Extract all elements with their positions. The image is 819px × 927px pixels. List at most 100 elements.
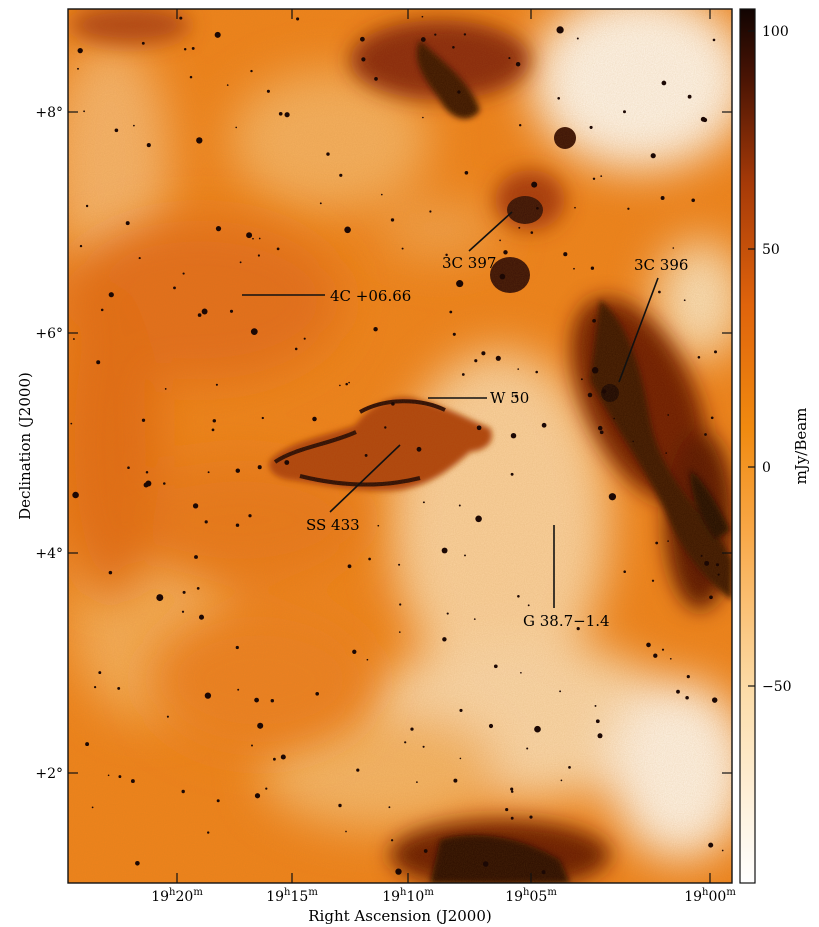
point-source [541,870,546,875]
point-source [96,360,101,365]
point-source [573,267,575,270]
point-source [613,417,616,420]
point-source [452,46,455,49]
point-source [364,453,368,457]
point-source [661,80,667,86]
point-source [708,842,714,848]
point-source [303,337,306,340]
point-source [449,310,453,314]
point-source [508,57,511,60]
point-source [434,33,437,36]
annotation-4c-06-66: 4C +06.66 [242,287,411,305]
point-source [534,725,541,733]
point-source [655,541,659,545]
point-source [515,61,521,67]
point-source [416,446,422,452]
point-source [384,426,387,429]
point-source [589,125,593,129]
point-source [587,392,593,398]
point-source [72,491,79,499]
point-source [166,715,169,718]
point-source [368,557,371,561]
colorbar: 100 50 0 −50 mJy/Beam [739,8,810,884]
point-source [404,741,407,744]
point-source [576,627,580,631]
point-source [423,849,428,853]
point-source [590,266,595,270]
point-source [204,520,208,524]
point-source [691,198,695,203]
colorbar-tick-label: 100 [762,24,789,40]
point-source [145,470,149,474]
point-source [391,402,395,406]
point-source [452,332,456,336]
point-source [441,547,448,554]
point-source [526,747,529,750]
point-source [683,299,686,302]
point-source [319,202,322,205]
point-source [315,691,320,696]
point-source [237,688,240,691]
point-source [235,126,238,129]
point-source [127,466,130,470]
point-source [667,540,669,542]
point-source [211,428,215,432]
point-source [594,704,597,707]
point-source [207,831,210,834]
point-source [390,218,395,222]
radio-map-image [68,9,732,883]
annotation-3c-396: 3C 396 [618,256,688,383]
point-source [608,493,617,501]
point-source [374,77,378,81]
point-source [536,206,539,210]
point-source [531,181,538,188]
point-source [100,308,104,312]
point-source [715,563,720,567]
point-source [381,193,383,196]
point-source [398,563,401,566]
point-source [173,286,176,290]
point-source [265,787,268,790]
point-source [326,152,330,156]
point-source [399,603,402,606]
point-source [510,787,514,791]
point-source [464,554,466,557]
point-source [108,570,113,575]
point-source [499,239,501,242]
x-axis-label: Right Ascension (J2000) [308,907,491,925]
point-source [453,778,458,783]
point-source [257,465,262,470]
point-source [179,16,183,20]
point-source [339,173,343,177]
point-source [517,368,520,370]
point-source [514,394,518,398]
point-source [201,308,208,315]
point-source [559,690,562,693]
point-source [296,17,300,21]
point-source [505,808,509,812]
point-source [246,232,253,239]
label-3c-396: 3C 396 [634,256,688,274]
point-source [141,41,145,45]
point-source [563,252,568,257]
colorbar-tick-label: −50 [762,679,792,695]
point-source [422,745,425,748]
point-source [254,697,259,703]
point-source [661,648,665,651]
point-source [235,645,239,650]
ra-tick-label: 19h15m [266,887,318,905]
point-source [91,806,94,809]
point-source [495,355,501,361]
colorbar-gradient [739,8,756,884]
point-source [250,69,253,73]
point-source [686,675,690,679]
point-source [597,733,603,739]
point-source [278,111,283,116]
point-source [576,37,579,40]
point-source [510,790,514,793]
point-source [600,175,603,177]
point-source [183,47,187,51]
point-source [676,689,680,694]
point-source [530,231,534,234]
point-source [429,210,432,213]
